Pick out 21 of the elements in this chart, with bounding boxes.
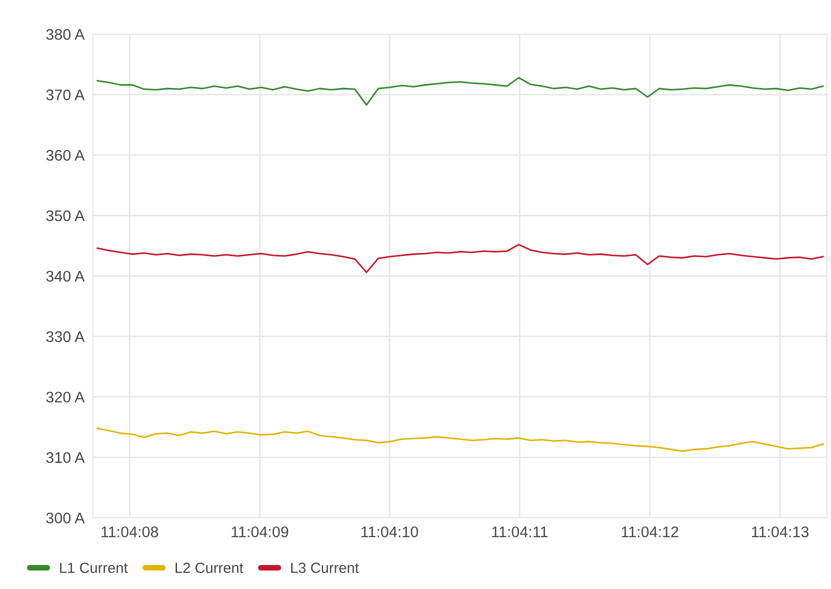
line-series [96,244,824,274]
line-series [96,428,824,452]
y-tick-label: 320 A [46,392,85,403]
y-tick-label: 330 A [46,331,85,342]
x-tick-label: 11:04:11 [492,526,548,538]
x-tick-label: 11:04:08 [102,526,158,538]
legend-label: L1 Current [60,562,128,573]
y-tick-label: 370 A [46,89,85,100]
y-tick-label: 310 A [46,452,85,463]
y-tick-label: 360 A [46,150,85,161]
line-series [96,76,824,106]
x-tick-label: 11:04:13 [752,526,809,538]
legend-label: L2 Current [176,562,244,573]
x-tick-label: 11:04:12 [622,526,678,538]
y-tick-label: 340 A [46,270,85,282]
y-tick-label: 380 A [46,29,85,40]
x-tick-label: 11:04:10 [361,526,418,538]
y-tick-label: 350 A [46,210,85,222]
x-tick-label: 11:04:09 [232,526,288,538]
y-tick-label: 300 A [46,512,85,524]
legend-label: L3 Current [291,562,359,573]
